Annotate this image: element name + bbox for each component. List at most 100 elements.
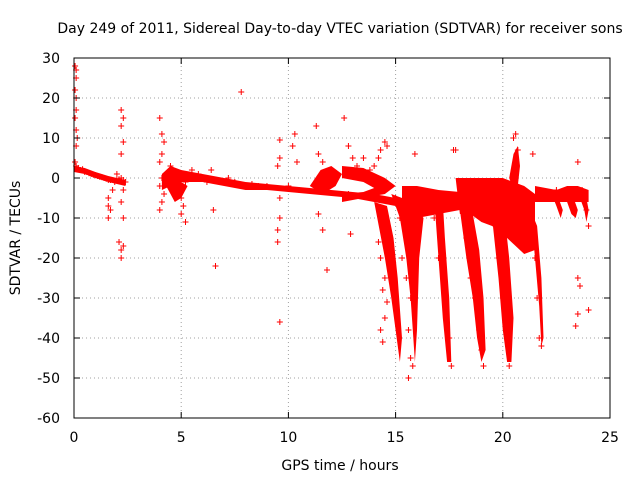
data-point <box>568 191 575 197</box>
data-point <box>574 311 581 317</box>
y-tick-label: -30 <box>37 291 60 307</box>
data-point <box>456 195 463 201</box>
data-point <box>116 239 123 245</box>
data-point <box>319 227 326 233</box>
data-point <box>504 335 511 341</box>
data-point <box>527 215 534 221</box>
data-point <box>182 219 189 225</box>
data-point <box>105 195 112 201</box>
data-point <box>409 363 416 369</box>
data-band <box>391 194 424 362</box>
data-point <box>553 187 560 193</box>
data-point <box>274 163 281 169</box>
data-point <box>118 255 125 261</box>
data-band <box>374 202 402 362</box>
data-band <box>309 166 342 194</box>
y-tick-label: 0 <box>51 171 60 187</box>
x-tick-label: 10 <box>279 430 297 446</box>
data-point <box>231 179 238 185</box>
data-band <box>459 210 486 362</box>
data-point <box>579 187 586 193</box>
data-point <box>118 123 125 129</box>
data-point <box>366 167 373 173</box>
data-point <box>467 275 474 281</box>
data-point <box>536 335 543 341</box>
data-point <box>510 135 517 141</box>
data-band <box>562 190 578 218</box>
data-point <box>384 143 391 149</box>
y-tick-label: -60 <box>37 411 60 427</box>
data-point <box>180 203 187 209</box>
data-point <box>276 319 283 325</box>
data-density-bands <box>74 146 589 362</box>
axis-ticks <box>73 57 611 419</box>
data-point <box>405 327 412 333</box>
data-point <box>384 299 391 305</box>
data-point <box>495 255 502 261</box>
data-point <box>242 183 249 189</box>
data-point <box>263 183 270 189</box>
data-point <box>285 183 292 189</box>
data-point <box>435 255 442 261</box>
data-band <box>434 198 452 362</box>
data-point <box>276 195 283 201</box>
data-point <box>379 339 386 345</box>
data-point <box>178 211 185 217</box>
data-point <box>403 275 410 281</box>
data-point <box>161 139 168 145</box>
data-point <box>375 239 382 245</box>
data-point <box>529 151 536 157</box>
data-point <box>349 155 356 161</box>
y-tick-label: 20 <box>42 91 60 107</box>
data-point <box>411 151 418 157</box>
data-point <box>514 147 521 153</box>
data-points <box>72 63 592 381</box>
data-point <box>212 263 219 269</box>
data-point <box>274 227 281 233</box>
y-tick-label: -20 <box>37 251 60 267</box>
y-tick-label: -50 <box>37 371 60 387</box>
data-point <box>276 155 283 161</box>
data-point <box>341 115 348 121</box>
data-point <box>323 267 330 273</box>
data-point <box>156 207 163 213</box>
data-band <box>342 166 396 202</box>
data-point <box>431 215 438 221</box>
data-point <box>407 355 414 361</box>
data-point <box>169 167 176 173</box>
data-point <box>296 187 303 193</box>
plot-frame <box>73 57 611 419</box>
data-point <box>158 131 165 137</box>
data-point <box>313 123 320 129</box>
data-point <box>72 87 79 93</box>
data-point <box>158 151 165 157</box>
data-point <box>574 275 581 281</box>
data-point <box>118 107 125 113</box>
data-point <box>109 187 116 193</box>
data-point <box>405 375 412 381</box>
data-point <box>238 89 245 95</box>
data-point <box>345 143 352 149</box>
data-point <box>105 215 112 221</box>
data-point <box>319 159 326 165</box>
data-point <box>317 187 324 193</box>
data-point <box>360 155 367 161</box>
data-point <box>118 199 125 205</box>
y-tick-label: -10 <box>37 211 60 227</box>
data-point <box>583 207 590 213</box>
data-band <box>164 182 188 202</box>
data-point <box>210 207 217 213</box>
data-point <box>381 139 388 145</box>
data-point <box>463 235 470 241</box>
data-point <box>120 215 127 221</box>
data-point <box>276 215 283 221</box>
data-point <box>396 215 403 221</box>
y-tick-label: -40 <box>37 331 60 347</box>
data-point <box>392 195 399 201</box>
data-point <box>105 203 112 209</box>
data-point <box>446 335 453 341</box>
data-point <box>120 187 127 193</box>
data-point <box>225 175 232 181</box>
data-point <box>377 147 384 153</box>
